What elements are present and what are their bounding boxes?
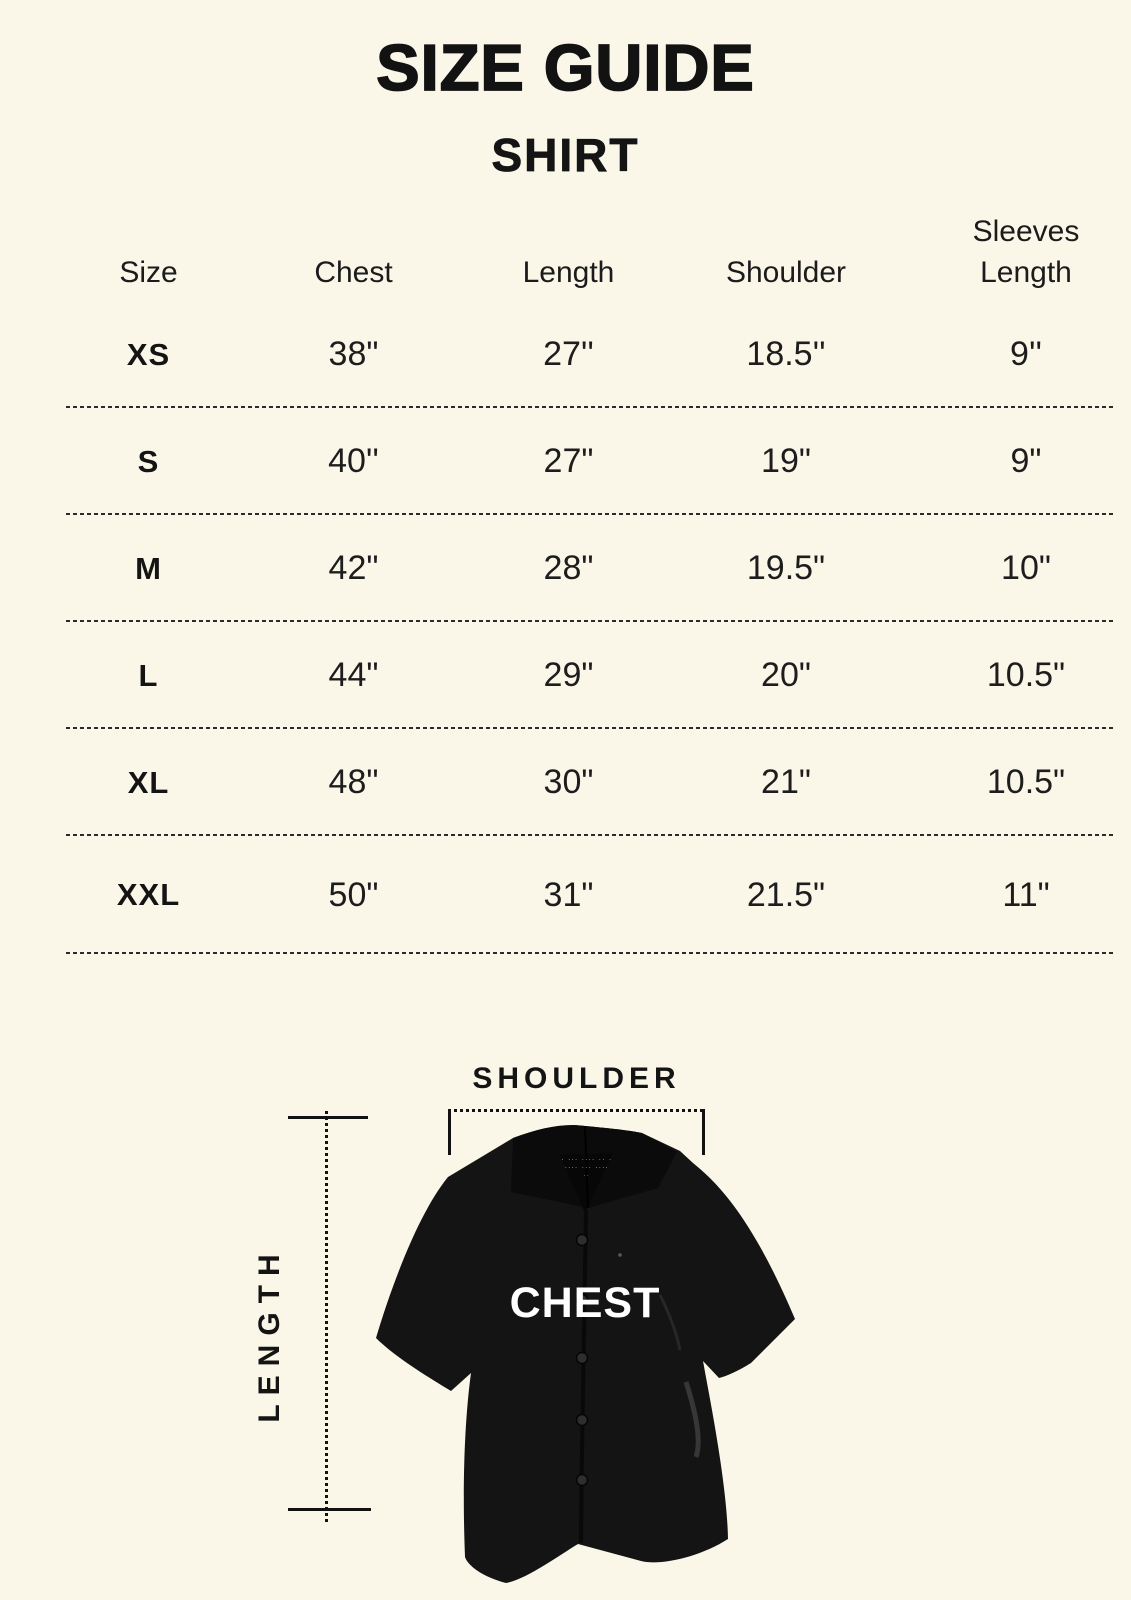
length-measure-label: LENGTH <box>253 1245 286 1423</box>
shoulder-measure-label: SHOULDER <box>472 1062 681 1095</box>
fabric-highlight <box>683 1381 701 1458</box>
size-table: Size Chest Length Shoulder Sleeves Lengt… <box>66 205 1131 954</box>
page-title: SIZE GUIDE <box>375 30 755 105</box>
chest-measure-label: CHEST <box>510 1279 661 1327</box>
table-row-xl: XL 48" 30" 21" 10.5" <box>66 729 1131 836</box>
size-cell: L <box>138 657 159 693</box>
chest-cell: 44" <box>328 656 379 694</box>
size-cell: XS <box>126 336 171 372</box>
row-divider <box>66 727 1116 729</box>
care-label: · ··· ···· ·· · ···· ··· ···· ·· <box>561 1157 612 1179</box>
row-divider <box>66 513 1116 515</box>
table-row-s: S 40'' 27" 19" 9" <box>66 408 1131 515</box>
sleeves-cell: 10.5" <box>986 763 1066 801</box>
length-cell: 29" <box>543 656 594 694</box>
shirt-placket <box>579 1209 588 1544</box>
shoulder-cell: 21" <box>761 763 811 801</box>
shoulder-measure-tick-left <box>448 1109 451 1155</box>
shirt-buttons <box>575 1233 589 1487</box>
size-cell: M <box>135 550 162 586</box>
chest-cell: 40'' <box>328 442 379 480</box>
page-subtitle: SHIRT <box>491 129 640 182</box>
shoulder-cell: 19" <box>761 442 811 480</box>
svg-text:· ··· ···· ·· ·: · ··· ···· ·· · <box>561 1157 612 1164</box>
chest-cell: 38" <box>328 335 379 373</box>
chest-cell: 48" <box>328 763 379 801</box>
sleeves-cell: 10" <box>1001 549 1051 587</box>
shoulder-measure-tick-right <box>702 1109 705 1155</box>
chest-cell: 42" <box>328 549 379 587</box>
sleeves-header-line1: Sleeves <box>972 215 1080 248</box>
fabric-highlight-small <box>658 1294 682 1351</box>
row-divider <box>66 834 1116 836</box>
size-cell: S <box>137 443 160 479</box>
length-measure-cap-top <box>288 1116 368 1119</box>
row-divider <box>66 620 1116 622</box>
table-row-xxl: XXL 50" 31" 21.5" 11" <box>66 836 1131 954</box>
chest-cell: 50" <box>328 875 379 914</box>
table-row-xs: XS 38" 27'' 18.5'' 9'' <box>66 301 1131 408</box>
shoulder-cell: 20" <box>761 656 811 694</box>
size-cell: XXL <box>116 877 181 912</box>
sleeves-cell: 9" <box>1010 442 1042 480</box>
fabric-speck <box>618 1253 622 1257</box>
column-header-chest: Chest <box>314 255 393 289</box>
length-cell: 27" <box>543 442 594 480</box>
sleeves-cell: 10.5" <box>986 656 1066 694</box>
size-cell: XL <box>127 764 170 800</box>
shirt-collar-crease <box>584 1125 589 1209</box>
shoulder-cell: 18.5'' <box>746 335 826 373</box>
svg-text:···· ··· ····: ···· ··· ···· <box>565 1165 609 1172</box>
sleeves-cell: 9'' <box>1010 335 1042 373</box>
length-cell: 27'' <box>543 335 594 373</box>
length-cell: 31" <box>543 875 594 914</box>
table-header-row: Size Chest Length Shoulder Sleeves Lengt… <box>66 205 1131 301</box>
length-measure-line <box>325 1111 328 1523</box>
shoulder-cell: 19.5" <box>746 549 826 587</box>
svg-text:··: ·· <box>584 1173 590 1179</box>
shoulder-measure-line <box>448 1109 705 1112</box>
length-cell: 28" <box>543 549 594 587</box>
length-cell: 30" <box>543 763 594 801</box>
table-row-l: L 44" 29" 20" 10.5" <box>66 622 1131 729</box>
row-divider <box>66 952 1116 954</box>
shirt-photo: · ··· ···· ·· · ···· ··· ···· ·· CHEST <box>376 1125 795 1583</box>
column-header-sleeves-length: Sleeves Length <box>911 212 1131 293</box>
sleeves-header-line2: Length <box>980 255 1072 289</box>
shoulder-cell: 21.5" <box>746 875 826 914</box>
column-header-shoulder: Shoulder <box>725 255 847 289</box>
sleeves-cell: 11" <box>1002 875 1050 914</box>
column-header-size: Size <box>119 255 178 289</box>
column-header-length: Length <box>522 255 615 289</box>
length-measure-cap-bottom <box>288 1508 371 1511</box>
row-divider <box>66 406 1116 408</box>
table-row-m: M 42" 28" 19.5" 10" <box>66 515 1131 622</box>
